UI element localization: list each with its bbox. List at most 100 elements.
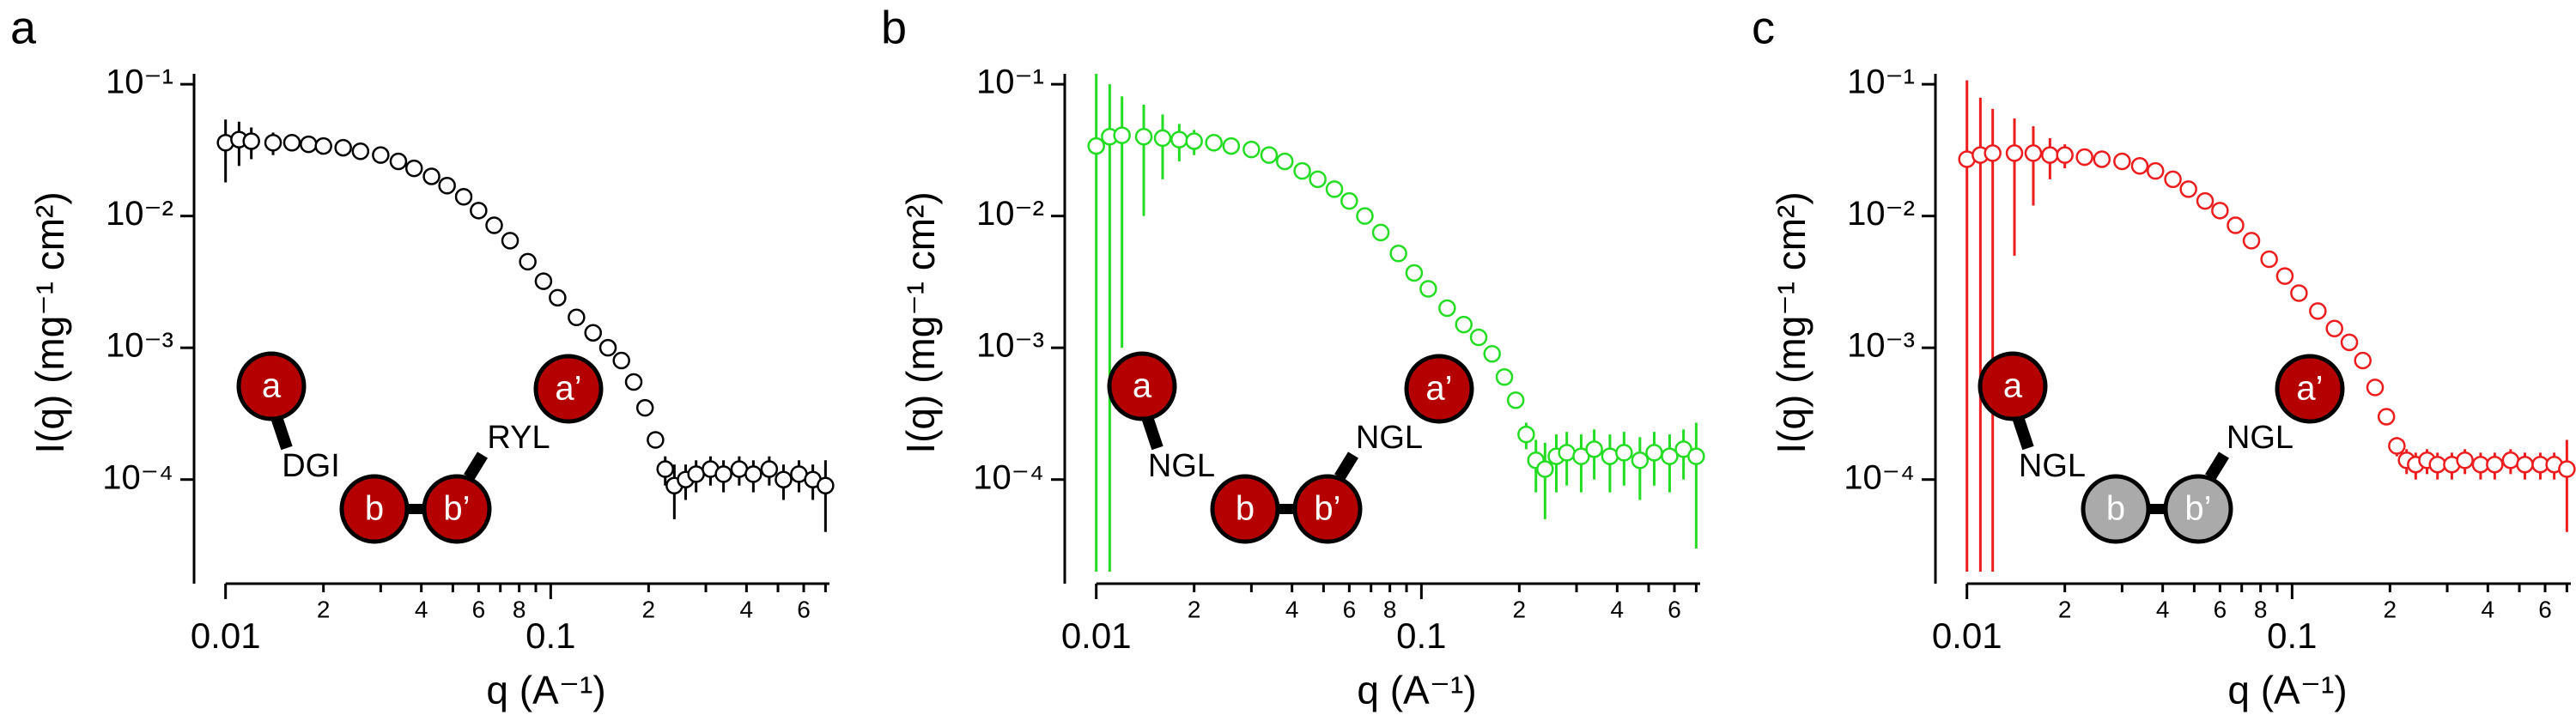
domain-label: b [1236, 490, 1255, 528]
data-point [2290, 284, 2308, 302]
data-point [2456, 451, 2474, 470]
data-point [1309, 170, 1327, 189]
data-point [404, 159, 423, 178]
data-point [2340, 333, 2359, 352]
data-point [2024, 144, 2043, 162]
data-point [372, 146, 390, 164]
data-point [584, 324, 602, 342]
x-tick-label: 4 [1611, 596, 1625, 622]
domain-label: a [1133, 367, 1152, 405]
data-point [1356, 207, 1374, 225]
data-point [1419, 280, 1437, 298]
x-tick-label: 2 [2058, 596, 2072, 622]
data-point [1558, 444, 1576, 462]
data-point [744, 465, 762, 483]
data-point [2005, 144, 2024, 162]
data-point [2275, 267, 2294, 285]
x-tick-label: 6 [2538, 596, 2552, 622]
y-tick-label: 10⁻¹ [106, 64, 173, 101]
data-point [2377, 408, 2396, 426]
data-point [1340, 191, 1358, 210]
domain-label: a’ [1425, 370, 1452, 408]
linker [464, 451, 488, 481]
linker-label: NGL [1148, 448, 1215, 484]
x-tick-label: 4 [2482, 596, 2495, 622]
y-axis-label: I(q) (mg⁻¹ cm²) [1769, 191, 1814, 453]
y-tick-label: 10⁻⁴ [1844, 458, 1915, 496]
panel: b10⁻¹10⁻²10⁻³10⁻⁴0.012 4 6 80.12 4 6q (A⁻¹)I(… [881, 2, 1705, 712]
data-point [1483, 344, 1501, 363]
domain [339, 474, 410, 544]
linker-label: NGL [2227, 420, 2293, 456]
domain-label: a [2003, 367, 2023, 405]
domain [2163, 474, 2233, 544]
data-point [647, 431, 665, 449]
linker [2012, 415, 2034, 451]
domain [2081, 474, 2151, 544]
x-tick-label: 6 [1668, 596, 1681, 622]
data-point [1260, 146, 1279, 164]
x-tick-label: 4 [740, 596, 754, 622]
x-tick-label: 2 [317, 596, 331, 622]
data-point [1371, 223, 1390, 242]
data-point [2428, 455, 2446, 474]
data-point [1325, 180, 1344, 198]
data-point [438, 177, 456, 195]
data-point [714, 465, 732, 483]
data-point [1389, 245, 1407, 263]
data-point [2164, 170, 2182, 189]
x-tick-label: 8 [1383, 596, 1397, 622]
data-point [2179, 180, 2197, 198]
panel: c 10⁻¹ 10⁻² 10⁻³ 10⁻⁴ 0.01 2 4 6 80.1 2 4 6 q (A⁻¹) I(… [1752, 2, 2576, 712]
panel-label: c [1752, 2, 1775, 53]
data-point [2388, 437, 2406, 455]
data-point [1615, 444, 1633, 462]
x-axis-label: q (A⁻¹) [486, 668, 605, 712]
data-point [1536, 460, 1554, 478]
data-point [2501, 451, 2520, 470]
data-point [2041, 146, 2059, 164]
data-point [2325, 319, 2343, 338]
x-tick-label: 2 [1188, 596, 1201, 622]
data-point [470, 202, 488, 220]
panel-label: b [881, 2, 907, 53]
data-point [1275, 152, 1294, 171]
y-axis-label: I(q) (mg⁻¹ cm²) [27, 191, 72, 453]
x-tick-label: 6 [797, 596, 811, 622]
linker-label: DGI [282, 448, 340, 484]
x-tick-label: 2 [642, 596, 656, 622]
y-tick-label: 10⁻³ [976, 327, 1044, 365]
data-point [1205, 134, 1223, 152]
data-point [2211, 202, 2229, 220]
linker [2205, 451, 2229, 481]
domain-label: b’ [2184, 490, 2211, 528]
data-point [1645, 444, 1663, 462]
data-point [1134, 127, 1153, 146]
data-point [1661, 447, 1679, 465]
linker [1141, 415, 1163, 451]
x-tick-label: 8 [513, 596, 526, 622]
x-tick-label: 0.01 [1932, 615, 2002, 656]
data-point [2196, 191, 2215, 210]
data-point [283, 134, 301, 152]
data-point [454, 187, 473, 206]
data-point [656, 460, 674, 478]
data-point [1572, 447, 1590, 465]
data-point [2260, 250, 2278, 269]
domain [422, 474, 492, 544]
data-point [2309, 302, 2327, 320]
y-tick-label: 10⁻² [976, 195, 1044, 233]
data-point [760, 460, 779, 478]
data-point [519, 252, 537, 271]
domain-label: a’ [2296, 370, 2323, 408]
data-point [1185, 132, 1203, 150]
data-point [1601, 447, 1619, 465]
data-point [598, 338, 617, 357]
data-point [775, 470, 793, 488]
data-point [1585, 440, 1603, 458]
data-point [1469, 328, 1488, 347]
x-tick-label: 2 [1513, 596, 1527, 622]
x-axis-label: q (A⁻¹) [2227, 668, 2347, 712]
domain-label: b’ [443, 490, 470, 528]
